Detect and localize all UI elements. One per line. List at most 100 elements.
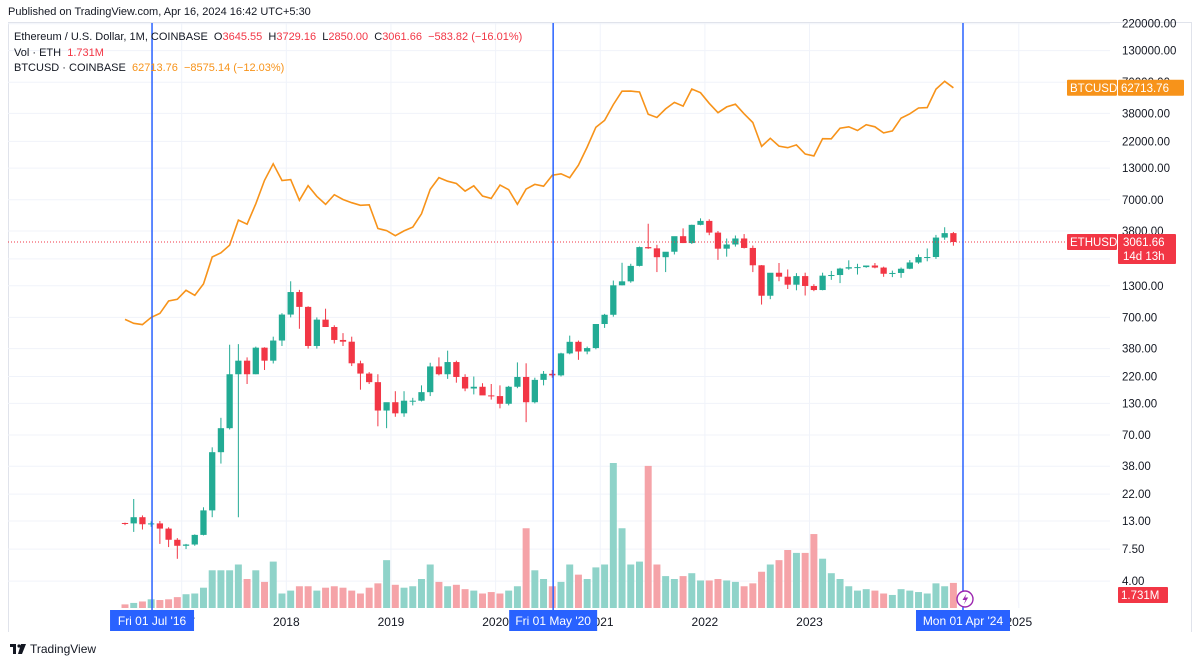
eth-candles <box>121 218 957 559</box>
candle-body <box>374 382 382 411</box>
x-tick-label: 2025 <box>1005 615 1032 629</box>
candle-body <box>261 347 268 361</box>
footer-brand[interactable]: TradingView <box>10 642 96 656</box>
volume-bar <box>635 561 643 608</box>
legend-btc-label: BTCUSD · COINBASE <box>14 62 126 74</box>
volume-bar <box>627 564 635 608</box>
volume-bar <box>322 587 330 608</box>
legend-eth-open: 3645.55 <box>222 31 263 43</box>
candle-body <box>618 281 626 286</box>
volume-bar <box>330 586 338 608</box>
y-tick-label: 4.00 <box>1122 576 1144 588</box>
volume-bar <box>592 567 600 608</box>
volume-bar <box>609 463 617 608</box>
candle-body <box>863 265 870 268</box>
candle-body <box>941 233 948 238</box>
eth-name-badge: ETHUSD <box>1070 237 1117 249</box>
volume-bar <box>723 580 731 608</box>
y-tick-label: 7000.00 <box>1122 195 1164 207</box>
volume-bar <box>182 594 190 608</box>
volume-bar <box>304 586 312 608</box>
volume-bar <box>426 564 434 608</box>
candle-body <box>226 374 233 429</box>
legend-l-prefix: L <box>322 31 329 43</box>
volume-bar <box>356 593 364 608</box>
volume-bar <box>156 600 164 608</box>
volume-bar <box>295 586 303 608</box>
volume-bar <box>243 579 251 608</box>
candle-body <box>444 362 451 375</box>
candle-body <box>252 347 259 375</box>
x-axis-ticks: 20172018201920202021202220232025 <box>168 615 1032 629</box>
volume-bar <box>540 579 548 608</box>
volume-bar <box>810 534 818 608</box>
y-tick-label: 700.00 <box>1122 312 1157 324</box>
lightning-icon[interactable] <box>956 590 974 608</box>
candle-body <box>679 236 687 244</box>
volume-bar <box>679 576 687 608</box>
y-tick-label: 220000.00 <box>1122 19 1176 31</box>
candle-body <box>514 376 521 387</box>
candle-body <box>662 251 669 258</box>
volume-bar <box>165 599 173 608</box>
volume-bar <box>583 579 591 608</box>
candle-body <box>645 247 652 249</box>
volume-bar <box>548 586 556 608</box>
published-caption: Published on TradingView.com, Apr 16, 20… <box>8 6 311 18</box>
candle-body <box>366 373 373 383</box>
volume-bar <box>714 579 722 608</box>
y-tick-label: 22000.00 <box>1122 136 1170 148</box>
y-tick-label: 1300.00 <box>1122 281 1164 293</box>
candle-body <box>915 257 922 263</box>
candle-body <box>156 523 164 529</box>
volume-bar <box>792 552 800 608</box>
candle-body <box>217 428 225 453</box>
candle-body <box>278 314 286 341</box>
candle-body <box>296 292 303 307</box>
volume-bar <box>435 581 443 608</box>
volume-bar <box>409 586 417 608</box>
legend-vol-label: Vol · ETH <box>14 46 62 59</box>
y-tick-label: 380.00 <box>1122 344 1157 356</box>
marker-label-bg <box>110 610 195 631</box>
volume-bar <box>932 583 940 608</box>
volume-bar <box>662 576 670 608</box>
volume-bar <box>819 558 827 608</box>
volume-bar <box>234 564 242 608</box>
candle-body <box>453 362 460 377</box>
candle-body <box>121 522 129 524</box>
volume-bar <box>923 593 931 608</box>
marker-label: Mon 01 Apr '24 <box>923 614 1004 628</box>
candle-body <box>924 257 931 259</box>
btc-value-badge: 62713.76 <box>1121 83 1169 95</box>
candle-body <box>313 319 320 346</box>
volume-bar <box>339 587 347 608</box>
candle-body <box>723 244 730 249</box>
volume-bar <box>871 590 879 608</box>
candle-body <box>165 528 172 540</box>
candle-body <box>243 360 251 375</box>
volume-bar <box>601 564 609 608</box>
y-tick-label: 38000.00 <box>1122 108 1170 120</box>
candle-body <box>418 392 425 401</box>
volume-bar <box>801 552 809 608</box>
candle-body <box>671 236 678 252</box>
candle-body <box>784 276 791 285</box>
volume-bar <box>479 593 487 608</box>
volume-bar <box>941 586 949 608</box>
candle-body <box>688 224 695 244</box>
candle-body <box>584 348 591 352</box>
volume-bar <box>897 589 905 608</box>
candle-body <box>505 386 512 404</box>
candle-body <box>148 523 155 525</box>
candle-body <box>400 400 408 414</box>
candle-body <box>270 340 277 361</box>
marker-label: Fri 01 Jul '16 <box>118 614 187 628</box>
candle-body <box>610 285 617 315</box>
volume-bar <box>252 570 260 608</box>
candle-body <box>191 534 198 545</box>
candle-body <box>488 395 495 397</box>
candle-body <box>435 366 443 375</box>
candle-body <box>200 510 207 535</box>
